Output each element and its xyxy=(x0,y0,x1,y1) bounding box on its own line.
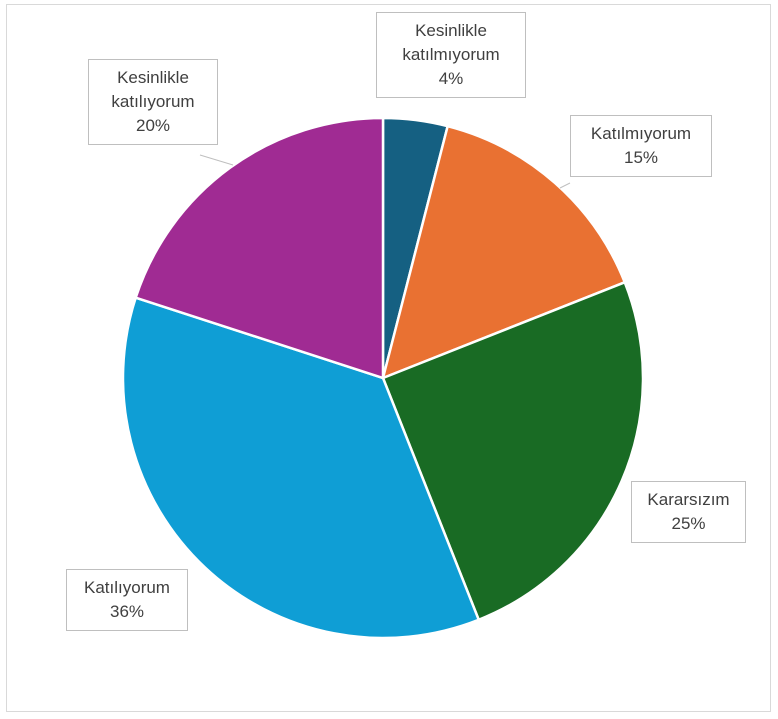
label-category: Katılıyorum xyxy=(84,578,170,597)
label-value: 4% xyxy=(438,69,464,88)
chart-frame xyxy=(6,4,771,712)
data-label: Kesinlikle katılıyorum 20% xyxy=(88,59,218,145)
pie-slice xyxy=(381,280,645,622)
label-value: 36% xyxy=(109,602,145,621)
pie-slice xyxy=(121,296,481,640)
leader-line xyxy=(199,154,234,166)
label-category: Kararsızım xyxy=(647,490,730,509)
label-value: 25% xyxy=(671,514,706,533)
label-category: Kesinlikle katılıyorum xyxy=(111,68,195,111)
leader-line xyxy=(559,182,571,189)
label-category: Kesinlikle katılmıyorum xyxy=(402,21,500,64)
pie-slice xyxy=(134,116,385,380)
data-label: Kararsızım 25% xyxy=(631,481,746,543)
data-label: Katılıyorum 36% xyxy=(66,569,188,631)
data-label: Kesinlikle katılmıyorum 4% xyxy=(376,12,526,98)
label-value: 15% xyxy=(623,148,659,167)
pie-slice xyxy=(381,124,627,381)
data-label: Katılmıyorum 15% xyxy=(570,115,712,177)
label-category: Katılmıyorum xyxy=(590,124,692,143)
label-value: 20% xyxy=(135,116,171,135)
